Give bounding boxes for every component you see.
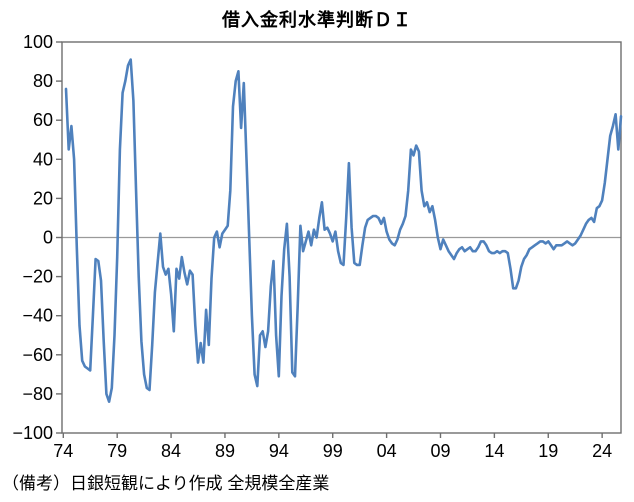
y-axis-tick-label: −80: [22, 384, 53, 404]
x-axis-tick-label: 79: [107, 441, 127, 461]
x-axis-tick-label: 74: [53, 441, 73, 461]
x-axis-tick-label: 19: [538, 441, 558, 461]
y-axis-tick-label: 20: [33, 188, 53, 208]
y-axis-tick-label: 80: [33, 71, 53, 91]
y-axis-tick-label: 40: [33, 149, 53, 169]
x-axis-tick-label: 24: [592, 441, 612, 461]
chart-title: 借入金利水準判断ＤＩ: [222, 10, 412, 30]
x-axis-tick-label: 99: [323, 441, 343, 461]
x-axis-tick-label: 89: [215, 441, 235, 461]
x-axis-tick-label: 04: [377, 441, 397, 461]
y-axis-tick-label: 0: [43, 228, 53, 248]
y-axis-tick-label: 60: [33, 110, 53, 130]
di-series-line: [64, 58, 623, 404]
x-axis-tick-label: 09: [430, 441, 450, 461]
y-axis-tick-label: −60: [22, 345, 53, 365]
y-axis-tick-label: −100: [12, 423, 53, 443]
x-axis-tick-label: 14: [484, 441, 504, 461]
x-axis-tick-label: 84: [161, 441, 181, 461]
source-note: （備考）日銀短観により作成 全規模全産業: [2, 474, 330, 493]
y-axis-tick-label: 100: [23, 32, 53, 52]
x-axis-tick-label: 94: [269, 441, 289, 461]
y-axis-tick-label: −20: [22, 267, 53, 287]
y-axis-tick-label: −40: [22, 306, 53, 326]
